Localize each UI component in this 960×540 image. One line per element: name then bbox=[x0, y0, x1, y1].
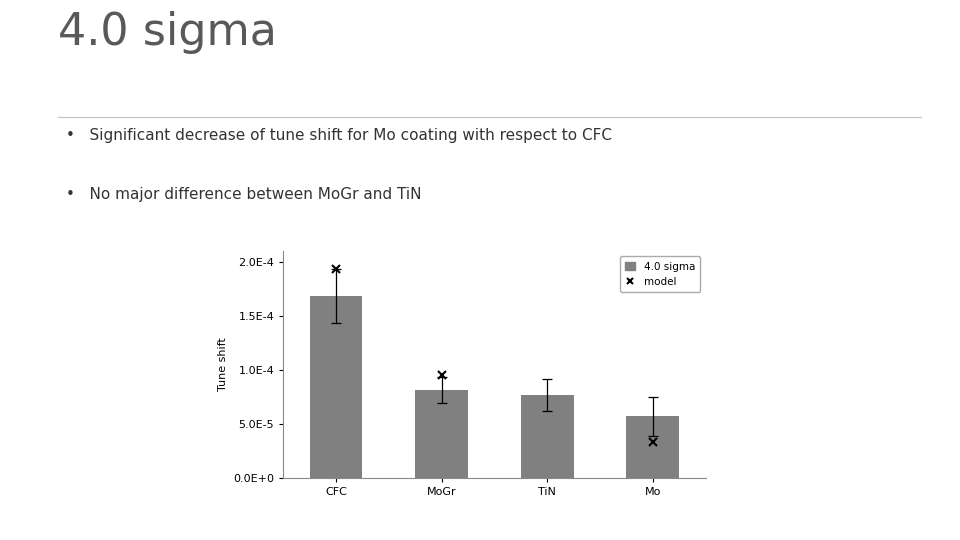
Bar bbox=[415, 390, 468, 478]
Legend: 4.0 sigma, model: 4.0 sigma, model bbox=[620, 256, 701, 292]
Text: 7/28/2017: 7/28/2017 bbox=[29, 516, 79, 526]
Bar bbox=[309, 296, 363, 478]
Text: 13: 13 bbox=[919, 516, 931, 526]
Text: •   No major difference between MoGr and TiN: • No major difference between MoGr and T… bbox=[66, 187, 421, 202]
Bar bbox=[520, 395, 573, 478]
Y-axis label: Tune shift: Tune shift bbox=[218, 338, 228, 392]
Bar bbox=[627, 416, 680, 478]
Text: 4.0 sigma: 4.0 sigma bbox=[58, 11, 276, 54]
Text: •   Significant decrease of tune shift for Mo coating with respect to CFC: • Significant decrease of tune shift for… bbox=[66, 127, 612, 143]
Text: S. ANTIPOV, TCSPM RESULTS: S. ANTIPOV, TCSPM RESULTS bbox=[410, 516, 550, 526]
